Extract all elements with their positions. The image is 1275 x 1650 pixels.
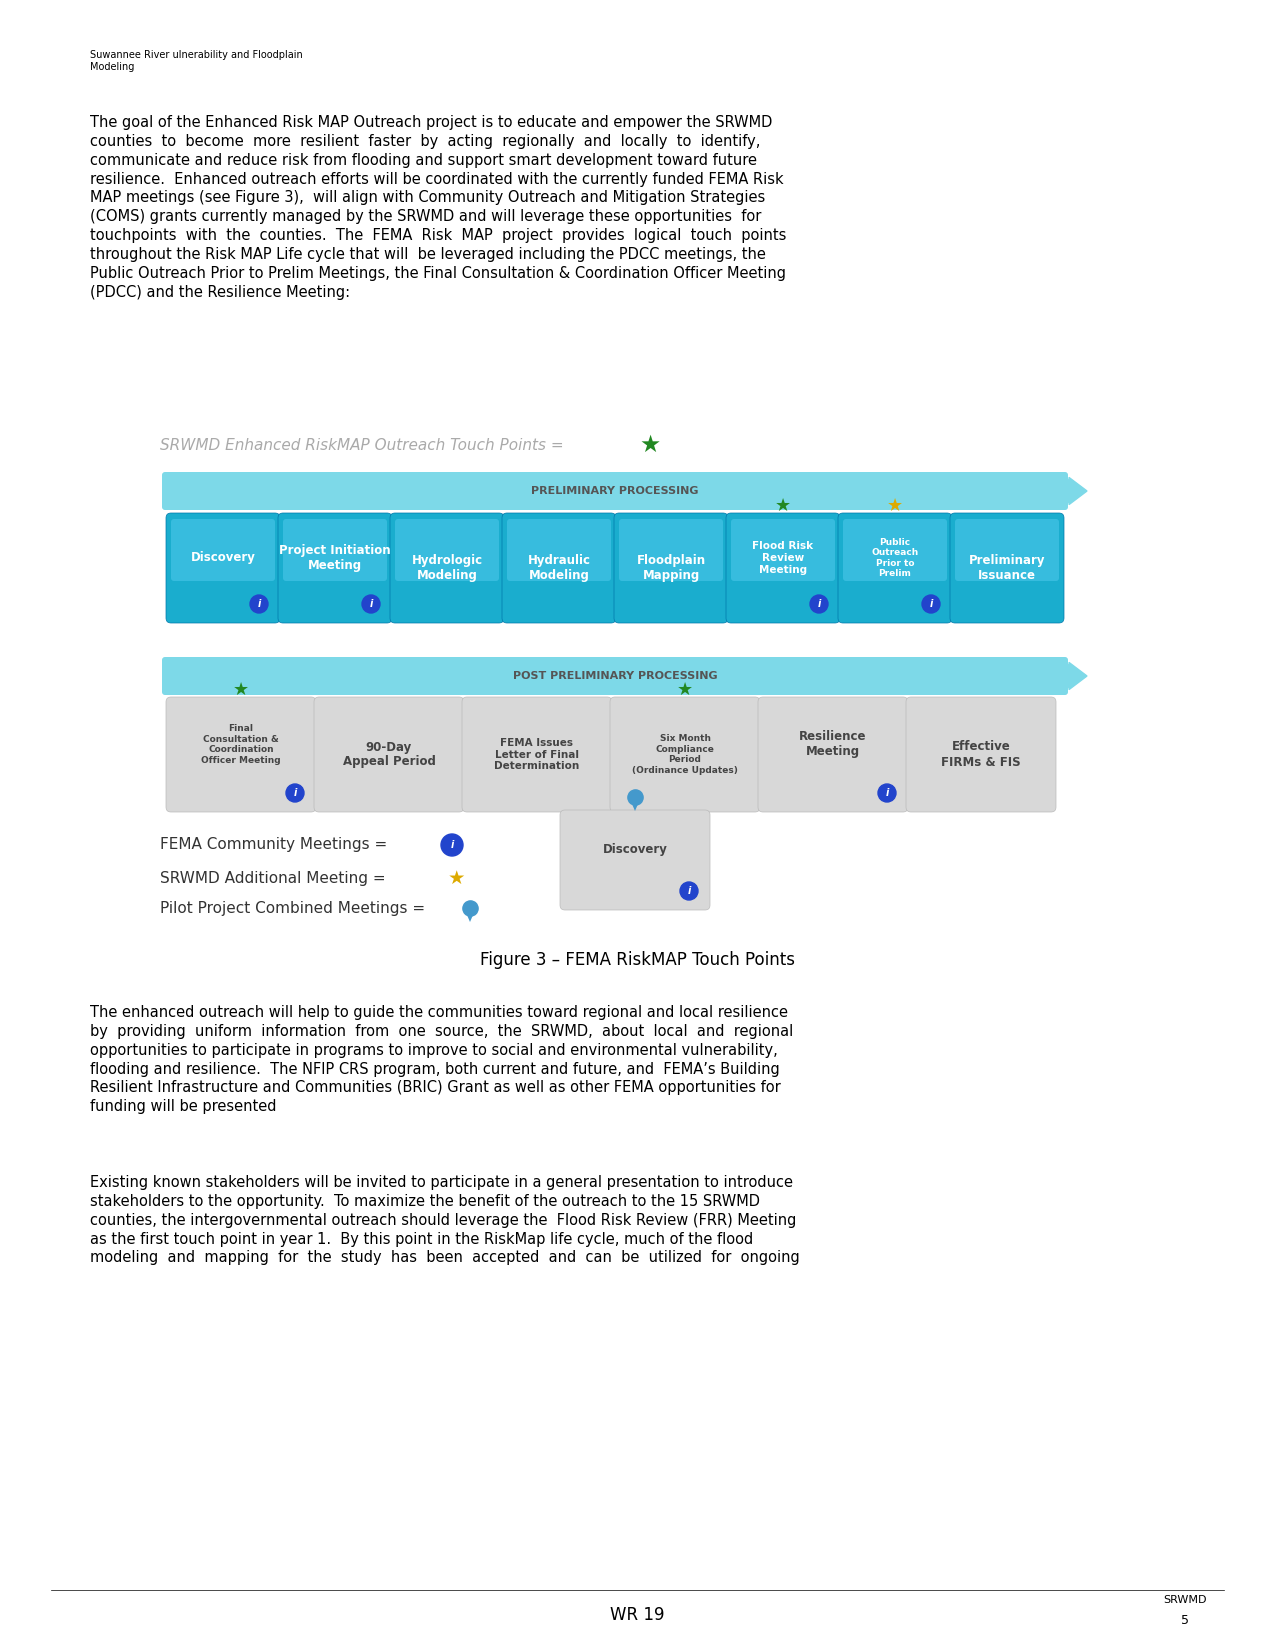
Text: 5: 5 [1181, 1614, 1190, 1627]
Circle shape [286, 784, 303, 802]
FancyBboxPatch shape [615, 513, 728, 624]
Text: ★: ★ [677, 681, 694, 700]
Text: ★: ★ [233, 681, 249, 700]
Text: Effective
FIRMs & FIS: Effective FIRMs & FIS [941, 741, 1021, 769]
FancyBboxPatch shape [171, 520, 275, 581]
FancyBboxPatch shape [838, 513, 952, 624]
Text: SRWMD Enhanced RiskMAP Outreach Touch Points =: SRWMD Enhanced RiskMAP Outreach Touch Po… [159, 437, 564, 452]
Text: SRWMD: SRWMD [1163, 1596, 1206, 1605]
FancyBboxPatch shape [314, 696, 464, 812]
Text: The goal of the Enhanced Risk MAP Outreach project is to educate and empower the: The goal of the Enhanced Risk MAP Outrea… [91, 116, 787, 300]
Text: Discovery: Discovery [603, 843, 667, 856]
Text: Hydrologic
Modeling: Hydrologic Modeling [412, 554, 482, 582]
Text: Final
Consultation &
Coordination
Officer Meeting: Final Consultation & Coordination Office… [201, 724, 280, 764]
FancyBboxPatch shape [462, 696, 612, 812]
Text: 90-Day
Appeal Period: 90-Day Appeal Period [343, 741, 436, 769]
Text: WR 19: WR 19 [609, 1605, 664, 1624]
Point [625, 784, 645, 810]
Text: Pilot Project Combined Meetings =: Pilot Project Combined Meetings = [159, 901, 425, 916]
FancyBboxPatch shape [725, 513, 840, 624]
Text: Suwannee River ulnerability and Floodplain
Modeling: Suwannee River ulnerability and Floodpla… [91, 50, 302, 73]
Polygon shape [629, 797, 641, 812]
FancyBboxPatch shape [955, 520, 1060, 581]
FancyArrow shape [1065, 477, 1088, 505]
FancyBboxPatch shape [162, 472, 1068, 510]
FancyBboxPatch shape [283, 520, 388, 581]
FancyBboxPatch shape [507, 520, 611, 581]
Circle shape [878, 784, 896, 802]
Text: ★: ★ [775, 497, 790, 515]
Circle shape [680, 883, 697, 899]
Text: Floodplain
Mapping: Floodplain Mapping [636, 554, 705, 582]
Text: Hydraulic
Modeling: Hydraulic Modeling [528, 554, 590, 582]
Circle shape [922, 596, 940, 614]
FancyArrow shape [1065, 662, 1088, 690]
Text: i: i [258, 599, 260, 609]
Text: Public
Outreach
Prior to
Prelim: Public Outreach Prior to Prelim [871, 538, 918, 577]
FancyBboxPatch shape [166, 696, 316, 812]
FancyBboxPatch shape [731, 520, 835, 581]
Text: i: i [929, 599, 933, 609]
Text: Discovery: Discovery [190, 551, 255, 564]
FancyBboxPatch shape [950, 513, 1065, 624]
Text: POST PRELIMINARY PROCESSING: POST PRELIMINARY PROCESSING [513, 672, 718, 681]
Text: Resilience
Meeting: Resilience Meeting [799, 731, 867, 759]
Text: Project Initiation
Meeting: Project Initiation Meeting [279, 544, 391, 573]
FancyBboxPatch shape [166, 513, 280, 624]
Text: i: i [817, 599, 821, 609]
Point [460, 894, 481, 921]
Text: ★: ★ [448, 868, 465, 888]
Circle shape [810, 596, 827, 614]
FancyBboxPatch shape [560, 810, 710, 911]
Polygon shape [464, 908, 476, 922]
Text: Figure 3 – FEMA RiskMAP Touch Points: Figure 3 – FEMA RiskMAP Touch Points [479, 950, 794, 969]
Text: FEMA Community Meetings =: FEMA Community Meetings = [159, 838, 388, 853]
Text: SRWMD Additional Meeting =: SRWMD Additional Meeting = [159, 871, 385, 886]
Circle shape [441, 833, 463, 856]
Circle shape [362, 596, 380, 614]
FancyBboxPatch shape [843, 520, 947, 581]
Text: Preliminary
Issuance: Preliminary Issuance [969, 554, 1046, 582]
Text: Six Month
Compliance
Period
(Ordinance Updates): Six Month Compliance Period (Ordinance U… [632, 734, 738, 774]
Text: ★: ★ [887, 497, 903, 515]
FancyBboxPatch shape [759, 696, 908, 812]
Text: i: i [293, 789, 297, 799]
FancyBboxPatch shape [618, 520, 723, 581]
FancyBboxPatch shape [907, 696, 1056, 812]
Text: i: i [450, 840, 454, 850]
FancyBboxPatch shape [390, 513, 504, 624]
Text: i: i [885, 789, 889, 799]
Text: FEMA Issues
Letter of Final
Determination: FEMA Issues Letter of Final Determinatio… [495, 738, 580, 771]
Text: ★: ★ [640, 432, 660, 457]
FancyBboxPatch shape [395, 520, 499, 581]
Text: Flood Risk
Review
Meeting: Flood Risk Review Meeting [752, 541, 813, 574]
Text: Existing known stakeholders will be invited to participate in a general presenta: Existing known stakeholders will be invi… [91, 1175, 799, 1266]
Text: i: i [370, 599, 372, 609]
FancyBboxPatch shape [278, 513, 391, 624]
Text: The enhanced outreach will help to guide the communities toward regional and loc: The enhanced outreach will help to guide… [91, 1005, 793, 1114]
FancyBboxPatch shape [502, 513, 616, 624]
FancyBboxPatch shape [162, 657, 1068, 695]
FancyBboxPatch shape [609, 696, 760, 812]
Text: PRELIMINARY PROCESSING: PRELIMINARY PROCESSING [532, 487, 699, 497]
Circle shape [250, 596, 268, 614]
Text: i: i [687, 886, 691, 896]
